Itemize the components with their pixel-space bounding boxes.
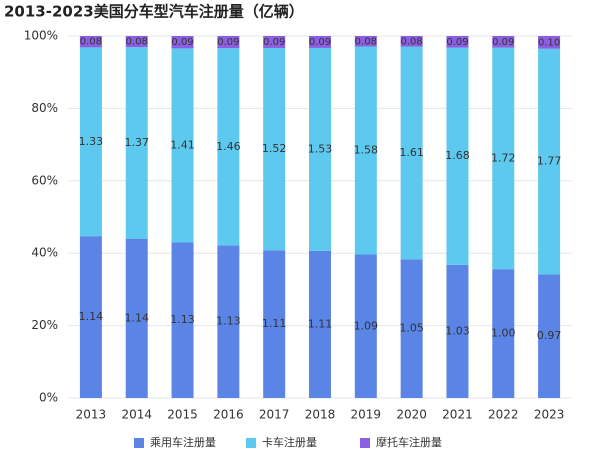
data-label: 0.09 bbox=[263, 37, 285, 48]
data-label: 1.61 bbox=[399, 146, 424, 159]
x-tick-label: 2014 bbox=[121, 408, 152, 422]
bar-segment bbox=[446, 264, 469, 398]
x-tick-label: 2018 bbox=[305, 408, 336, 422]
data-label: 0.09 bbox=[446, 37, 468, 48]
data-label: 1.14 bbox=[124, 311, 149, 324]
bar-segment bbox=[217, 36, 240, 49]
x-tick-label: 2019 bbox=[351, 408, 382, 422]
data-label: 0.08 bbox=[80, 37, 102, 48]
bar-segment bbox=[538, 48, 561, 275]
bar-segment bbox=[79, 47, 102, 237]
x-tick-label: 2013 bbox=[76, 408, 107, 422]
data-label: 1.13 bbox=[216, 315, 241, 328]
y-tick-label: 60% bbox=[31, 173, 58, 187]
legend-label: 卡车注册量 bbox=[262, 435, 317, 449]
bar-segment bbox=[400, 259, 423, 398]
x-tick-label: 2015 bbox=[167, 408, 198, 422]
bar-segment bbox=[400, 46, 423, 260]
y-tick-label: 20% bbox=[31, 318, 58, 332]
bar-segment bbox=[354, 36, 377, 47]
data-label: 0.09 bbox=[171, 37, 193, 48]
bar-segment bbox=[79, 36, 102, 48]
x-tick-label: 2020 bbox=[396, 408, 427, 422]
data-label: 1.13 bbox=[170, 313, 195, 326]
data-label: 1.11 bbox=[262, 317, 287, 330]
bar-segment bbox=[492, 47, 515, 270]
x-tick-label: 2021 bbox=[442, 408, 473, 422]
data-label: 0.08 bbox=[126, 37, 148, 48]
data-label: 0.09 bbox=[309, 37, 331, 48]
bar-segment bbox=[354, 46, 377, 255]
y-tick-label: 0% bbox=[39, 391, 58, 405]
data-label: 1.77 bbox=[537, 155, 562, 168]
data-label: 1.03 bbox=[445, 324, 470, 337]
chart-title: 2013-2023美国分车型汽车注册量（亿辆） bbox=[4, 3, 304, 21]
data-label: 1.00 bbox=[491, 327, 516, 340]
y-tick-label: 40% bbox=[31, 246, 58, 260]
data-label: 1.37 bbox=[124, 136, 149, 149]
bar-segment bbox=[217, 48, 240, 246]
data-label: 1.72 bbox=[491, 151, 516, 164]
legend-label: 摩托车注册量 bbox=[376, 435, 442, 449]
data-label: 1.11 bbox=[308, 317, 333, 330]
legend-swatch bbox=[360, 438, 370, 448]
x-tick-label: 2023 bbox=[534, 408, 565, 422]
data-label: 1.09 bbox=[354, 319, 379, 332]
legend-swatch bbox=[246, 438, 256, 448]
bar-segment bbox=[79, 236, 102, 398]
data-label: 0.09 bbox=[217, 37, 239, 48]
data-label: 1.58 bbox=[354, 144, 379, 157]
bar-segment bbox=[400, 36, 423, 47]
bar-segment bbox=[263, 250, 286, 398]
data-label: 1.05 bbox=[399, 322, 424, 335]
bar-segment bbox=[446, 36, 469, 48]
bar-segment bbox=[538, 36, 561, 49]
bar-segment bbox=[492, 269, 515, 398]
data-label: 1.68 bbox=[445, 149, 470, 162]
data-label: 0.97 bbox=[537, 329, 562, 342]
y-tick-label: 80% bbox=[31, 101, 58, 115]
bar-segment bbox=[492, 36, 515, 48]
legend-label: 乘用车注册量 bbox=[150, 435, 216, 449]
x-tick-label: 2022 bbox=[488, 408, 519, 422]
data-label: 1.53 bbox=[308, 142, 333, 155]
bar-segment bbox=[125, 238, 148, 398]
data-label: 0.08 bbox=[355, 36, 377, 47]
bar-segment bbox=[171, 48, 194, 243]
bar-segment bbox=[263, 36, 286, 48]
bar-segment bbox=[309, 47, 331, 251]
data-label: 0.08 bbox=[401, 36, 423, 47]
bar-segment bbox=[354, 254, 377, 398]
data-label: 1.33 bbox=[79, 135, 104, 148]
bar-segment bbox=[263, 47, 286, 251]
x-tick-label: 2017 bbox=[259, 408, 290, 422]
bar-segment bbox=[171, 36, 194, 49]
bar-segment bbox=[309, 250, 331, 398]
bar-segment bbox=[125, 47, 148, 239]
bar-segment bbox=[309, 36, 331, 48]
legend-swatch bbox=[134, 438, 144, 448]
data-label: 1.14 bbox=[79, 310, 104, 323]
bar-segment bbox=[446, 47, 469, 265]
data-label: 1.41 bbox=[170, 138, 195, 151]
x-tick-label: 2016 bbox=[213, 408, 244, 422]
bar-segment bbox=[171, 242, 194, 398]
data-label: 0.09 bbox=[492, 37, 514, 48]
y-tick-label: 100% bbox=[24, 29, 58, 43]
data-label: 1.46 bbox=[216, 140, 241, 153]
bar-segment bbox=[217, 245, 240, 398]
data-label: 1.52 bbox=[262, 142, 287, 155]
bar-segment bbox=[538, 274, 561, 398]
bar-segment bbox=[125, 36, 148, 48]
data-label: 0.10 bbox=[538, 37, 560, 48]
